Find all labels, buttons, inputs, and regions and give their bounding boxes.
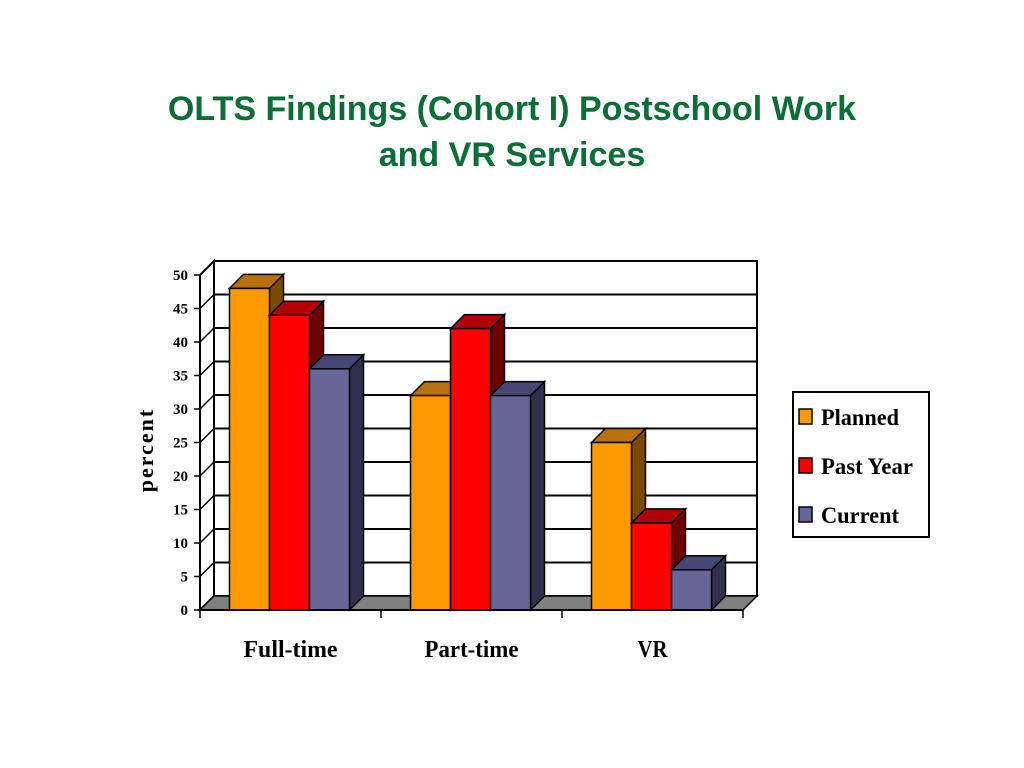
- x-category-label: Full-time: [244, 637, 338, 663]
- legend-swatch: [798, 506, 813, 523]
- x-category-label: Part-time: [425, 637, 519, 663]
- bar: [449, 327, 492, 611]
- y-tick-label: 10: [173, 536, 188, 552]
- gridline-side: [199, 494, 215, 511]
- bar-side: [529, 379, 546, 612]
- y-tick-label: 25: [173, 436, 188, 452]
- legend-box: [792, 391, 930, 538]
- y-tick-label: 30: [173, 402, 188, 418]
- bar: [308, 368, 351, 611]
- slide-title-line-1: OLTS Findings (Cohort I) Postschool Work: [167, 90, 857, 128]
- x-category-label: VR: [638, 637, 669, 663]
- y-tick-label: 20: [173, 469, 188, 485]
- chart-labels: 0 5 10 15 20 25 30 35 40 45 50 Full-time Part-time VR…: [133, 268, 668, 663]
- legend-label: Current: [821, 503, 899, 528]
- bar: [630, 522, 673, 611]
- legend-label: Past Year: [821, 454, 913, 479]
- bar-side: [348, 352, 365, 612]
- slide-title-line-2: and VR Services: [378, 136, 646, 174]
- gridline-side: [199, 427, 215, 444]
- gridline-side: [199, 528, 215, 544]
- bar: [268, 314, 311, 611]
- chart-legend: Planned Past Year Current: [792, 391, 930, 538]
- legend-label: Planned: [821, 405, 899, 430]
- chart-axes: [194, 274, 744, 618]
- gridline-side: [199, 461, 215, 477]
- gridline-side: [199, 394, 215, 410]
- y-axis-label: percent: [133, 408, 158, 492]
- gridline-side: [199, 360, 215, 377]
- legend-swatch: [798, 457, 813, 474]
- y-tick-label: 35: [173, 369, 188, 385]
- gridline-side: [199, 293, 215, 310]
- gridline-side: [199, 260, 215, 276]
- y-tick-label: 5: [181, 570, 189, 586]
- y-tick-label: 45: [173, 302, 188, 318]
- legend-swatch: [798, 408, 813, 425]
- bar: [489, 394, 532, 611]
- y-tick-label: 15: [173, 503, 188, 519]
- gridline-side: [199, 561, 215, 578]
- bar: [670, 569, 713, 611]
- bar: [228, 287, 271, 611]
- y-tick-label: 50: [173, 268, 188, 284]
- y-tick-label: 40: [173, 335, 188, 351]
- bar: [590, 441, 633, 611]
- gridline-side: [199, 327, 215, 343]
- chart-bars: [227, 272, 728, 612]
- y-tick-label: 0: [181, 603, 189, 619]
- bar: [409, 394, 452, 611]
- slide-title: OLTS Findings (Cohort I) Postschool Work…: [0, 86, 1024, 178]
